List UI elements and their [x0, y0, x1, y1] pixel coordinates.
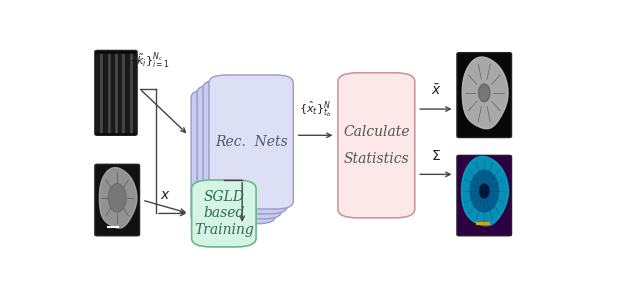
- FancyBboxPatch shape: [197, 85, 282, 219]
- Polygon shape: [99, 168, 137, 228]
- Text: $\Sigma$: $\Sigma$: [431, 149, 441, 163]
- Text: SGLD: SGLD: [204, 190, 244, 204]
- Polygon shape: [462, 57, 508, 129]
- Text: based: based: [203, 206, 244, 220]
- Text: $\bar{x}$: $\bar{x}$: [431, 83, 441, 98]
- Polygon shape: [479, 184, 489, 198]
- Polygon shape: [479, 84, 490, 102]
- Text: Rec.  Nets: Rec. Nets: [215, 135, 287, 149]
- Polygon shape: [108, 184, 126, 212]
- Text: $\{\hat{x}_t\}_{t_b}^{N}$: $\{\hat{x}_t\}_{t_b}^{N}$: [300, 99, 332, 120]
- FancyBboxPatch shape: [209, 75, 293, 209]
- Text: $\{\tilde{k}_i\}_{i=1}^{N_c}$: $\{\tilde{k}_i\}_{i=1}^{N_c}$: [129, 50, 170, 71]
- Text: $x$: $x$: [160, 188, 171, 202]
- Text: Statistics: Statistics: [344, 152, 409, 166]
- Polygon shape: [470, 170, 499, 212]
- FancyBboxPatch shape: [191, 90, 275, 224]
- FancyBboxPatch shape: [95, 50, 137, 135]
- FancyBboxPatch shape: [95, 164, 140, 236]
- FancyBboxPatch shape: [457, 53, 511, 137]
- FancyBboxPatch shape: [457, 155, 511, 236]
- FancyBboxPatch shape: [191, 180, 256, 247]
- FancyBboxPatch shape: [338, 73, 415, 218]
- Text: Training: Training: [194, 223, 253, 237]
- Text: Calculate: Calculate: [343, 125, 410, 139]
- Polygon shape: [461, 156, 508, 226]
- FancyBboxPatch shape: [203, 80, 287, 214]
